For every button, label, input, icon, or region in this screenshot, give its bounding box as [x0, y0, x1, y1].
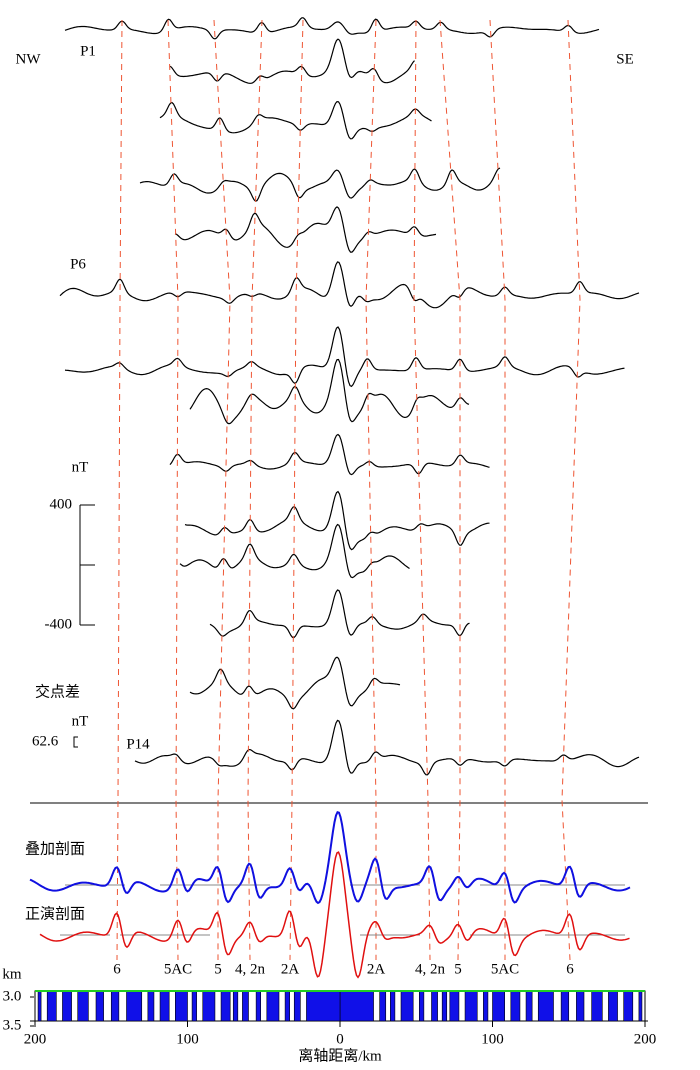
- stripe: [400, 990, 414, 1022]
- stripe: [591, 990, 603, 1022]
- stripe: [284, 990, 290, 1022]
- stripe: [159, 990, 170, 1022]
- anomaly-profile: [209, 589, 470, 639]
- scale-tick-label: 400: [50, 496, 73, 512]
- stripe: [147, 990, 155, 1022]
- stripe: [77, 990, 89, 1022]
- crossover-bracket: [73, 736, 78, 748]
- anomaly-profile: [64, 17, 600, 40]
- anomaly-profile: [169, 38, 415, 84]
- stripe: [576, 990, 585, 1022]
- stripe: [191, 990, 197, 1022]
- stripe: [492, 990, 505, 1022]
- stripe: [110, 990, 120, 1022]
- correlation-line: [247, 19, 263, 961]
- stripe: [464, 990, 478, 1022]
- stripe: [255, 990, 261, 1022]
- stripe: [379, 990, 387, 1022]
- stripe: [126, 990, 143, 1022]
- anomaly-label: 6: [566, 961, 574, 977]
- correlation-line: [116, 19, 123, 961]
- correlation-line: [365, 19, 377, 960]
- stripe: [95, 990, 104, 1022]
- correlation-line: [489, 19, 506, 960]
- stripe: [441, 990, 448, 1022]
- anomaly-profile: [139, 167, 501, 202]
- correlation-line: [289, 19, 304, 961]
- section-label: 叠加剖面: [25, 840, 85, 857]
- stripe: [46, 990, 57, 1022]
- x-axis-title: 离轴距离/km: [298, 1047, 382, 1064]
- anomaly-profile: [189, 656, 401, 710]
- nw-label: NW: [16, 51, 42, 67]
- anomaly-profile: [189, 358, 470, 425]
- anomaly-profile: [64, 326, 625, 388]
- stripe: [608, 990, 618, 1022]
- stacked-profile: [29, 810, 631, 905]
- stripe: [62, 990, 72, 1022]
- stripe: [560, 990, 570, 1022]
- section-label: 正演剖面: [25, 905, 85, 922]
- anomaly-profile: [169, 433, 490, 476]
- stripe: [525, 990, 533, 1022]
- stripe: [306, 990, 341, 1022]
- depth-unit: km: [2, 966, 22, 982]
- se-label: SE: [616, 51, 634, 67]
- anomaly-label: 4, 2n: [415, 961, 446, 977]
- correlation-line: [439, 19, 461, 961]
- forward-profile: [39, 851, 630, 979]
- stripe: [623, 990, 634, 1022]
- x-tick-label: 0: [336, 1031, 344, 1047]
- anomaly-profile: [59, 261, 640, 309]
- stripe: [202, 990, 216, 1022]
- stripe: [431, 990, 438, 1022]
- stripe: [537, 990, 554, 1022]
- depth-tick-label: 3.0: [3, 988, 22, 1004]
- depth-tick-label: 3.5: [3, 1017, 22, 1033]
- anomaly-profile: [184, 490, 490, 551]
- x-tick-label: 100: [176, 1031, 199, 1047]
- x-tick-label: 100: [481, 1031, 504, 1047]
- stripe: [175, 990, 188, 1022]
- anomaly-label: 5AC: [491, 961, 519, 977]
- stripe: [242, 990, 249, 1022]
- scale-unit: nT: [72, 459, 89, 475]
- stripe: [339, 990, 374, 1022]
- anomaly-label: 4, 2n: [235, 961, 266, 977]
- anomaly-label: 5: [454, 961, 462, 977]
- anomaly-label: 5: [214, 961, 222, 977]
- correlation-line: [561, 19, 581, 961]
- stripe: [449, 990, 460, 1022]
- anomaly-profile: [159, 100, 432, 140]
- anomaly-label: 2A: [281, 961, 300, 977]
- anomaly-label: 5AC: [164, 961, 192, 977]
- profile-label: P1: [80, 43, 96, 59]
- stripe: [510, 990, 521, 1022]
- stripe: [418, 990, 425, 1022]
- crossover-title: 交点差: [35, 682, 80, 700]
- x-tick-label: 200: [634, 1031, 657, 1047]
- correlation-line: [413, 19, 431, 961]
- profile-label: P14: [126, 736, 150, 752]
- crossover-unit: nT: [72, 713, 89, 729]
- anomaly-label: 2A: [367, 961, 386, 977]
- crossover-value: 62.6: [32, 733, 59, 749]
- stripe: [483, 990, 489, 1022]
- stripe: [232, 990, 239, 1022]
- stripe: [220, 990, 231, 1022]
- stripe: [638, 990, 643, 1022]
- x-tick-label: 200: [24, 1031, 47, 1047]
- stripe: [293, 990, 301, 1022]
- correlation-line: [213, 19, 231, 960]
- correlation-line: [167, 19, 179, 961]
- stripe: [390, 990, 396, 1022]
- anomaly-label: 6: [113, 961, 121, 977]
- anomaly-profile: [174, 206, 437, 253]
- anomaly-profile: [134, 719, 640, 776]
- stripe: [266, 990, 280, 1022]
- scale-tick-label: -400: [45, 616, 73, 632]
- profile-label: P6: [70, 256, 86, 272]
- stripe: [37, 990, 42, 1022]
